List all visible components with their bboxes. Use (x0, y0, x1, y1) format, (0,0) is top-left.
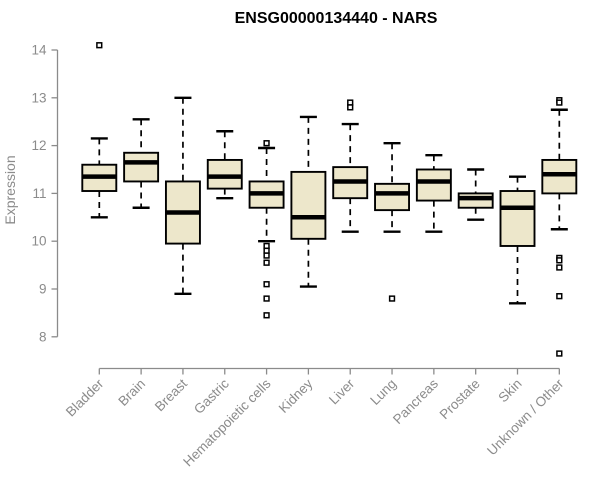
boxplot-group (541, 97, 578, 357)
boxplot-group (499, 175, 536, 305)
y-tick-label: 8 (39, 329, 47, 344)
outlier-point (556, 350, 563, 357)
boxplot-group (81, 42, 118, 219)
box-rect (290, 170, 327, 240)
boxplot-group (332, 99, 369, 233)
chart-title: ENSG00000134440 - NARS (235, 10, 438, 27)
x-category-label: Pancreas (390, 376, 441, 427)
box-rect (415, 168, 452, 202)
y-axis-label: Expression (2, 155, 18, 224)
boxplot-group (206, 130, 243, 200)
outlier-point (556, 264, 563, 271)
box-rect (206, 158, 243, 190)
x-category-label: Skin (495, 376, 524, 405)
x-category-label: Prostate (437, 376, 483, 422)
box-rect (457, 192, 494, 209)
box-rect (374, 182, 410, 212)
outlier-point (263, 140, 270, 147)
x-category-label: Liver (326, 376, 358, 408)
x-category-label: Kidney (276, 376, 316, 416)
x-category-label: Lung (367, 376, 399, 408)
boxplot-group (248, 140, 285, 319)
x-category-label: Bladder (63, 376, 107, 420)
x-category-label: Breast (152, 376, 190, 414)
y-tick-label: 12 (31, 138, 46, 153)
boxplot-group (290, 115, 327, 288)
boxplot-group (374, 142, 410, 302)
outlier-point (96, 42, 103, 49)
y-tick-label: 13 (31, 90, 46, 105)
boxes-layer (81, 42, 578, 357)
y-tick-label: 11 (32, 186, 46, 201)
outlier-point (347, 104, 354, 111)
outlier-point (263, 259, 270, 266)
outlier-point (556, 293, 563, 300)
outlier-point (263, 281, 270, 288)
outlier-point (388, 295, 396, 302)
y-tick-label: 14 (31, 43, 47, 58)
boxplot-group (123, 118, 160, 209)
outlier-point (263, 295, 270, 302)
box-rect (123, 151, 160, 183)
x-category-label: Brain (115, 376, 148, 409)
box-rect (541, 158, 578, 195)
y-tick-label: 9 (39, 282, 47, 297)
boxplot-group (415, 153, 452, 233)
outlier-point (556, 99, 563, 106)
outlier-point (556, 257, 563, 264)
x-category-label: Gastric (191, 376, 232, 417)
box-rect (499, 190, 536, 247)
boxplot-group (164, 96, 201, 295)
boxplot-group (457, 168, 494, 221)
x-category-label: Unknown / Other (484, 376, 567, 459)
outlier-point (263, 312, 270, 319)
y-tick-label: 10 (31, 234, 46, 249)
outlier-point (263, 252, 270, 259)
